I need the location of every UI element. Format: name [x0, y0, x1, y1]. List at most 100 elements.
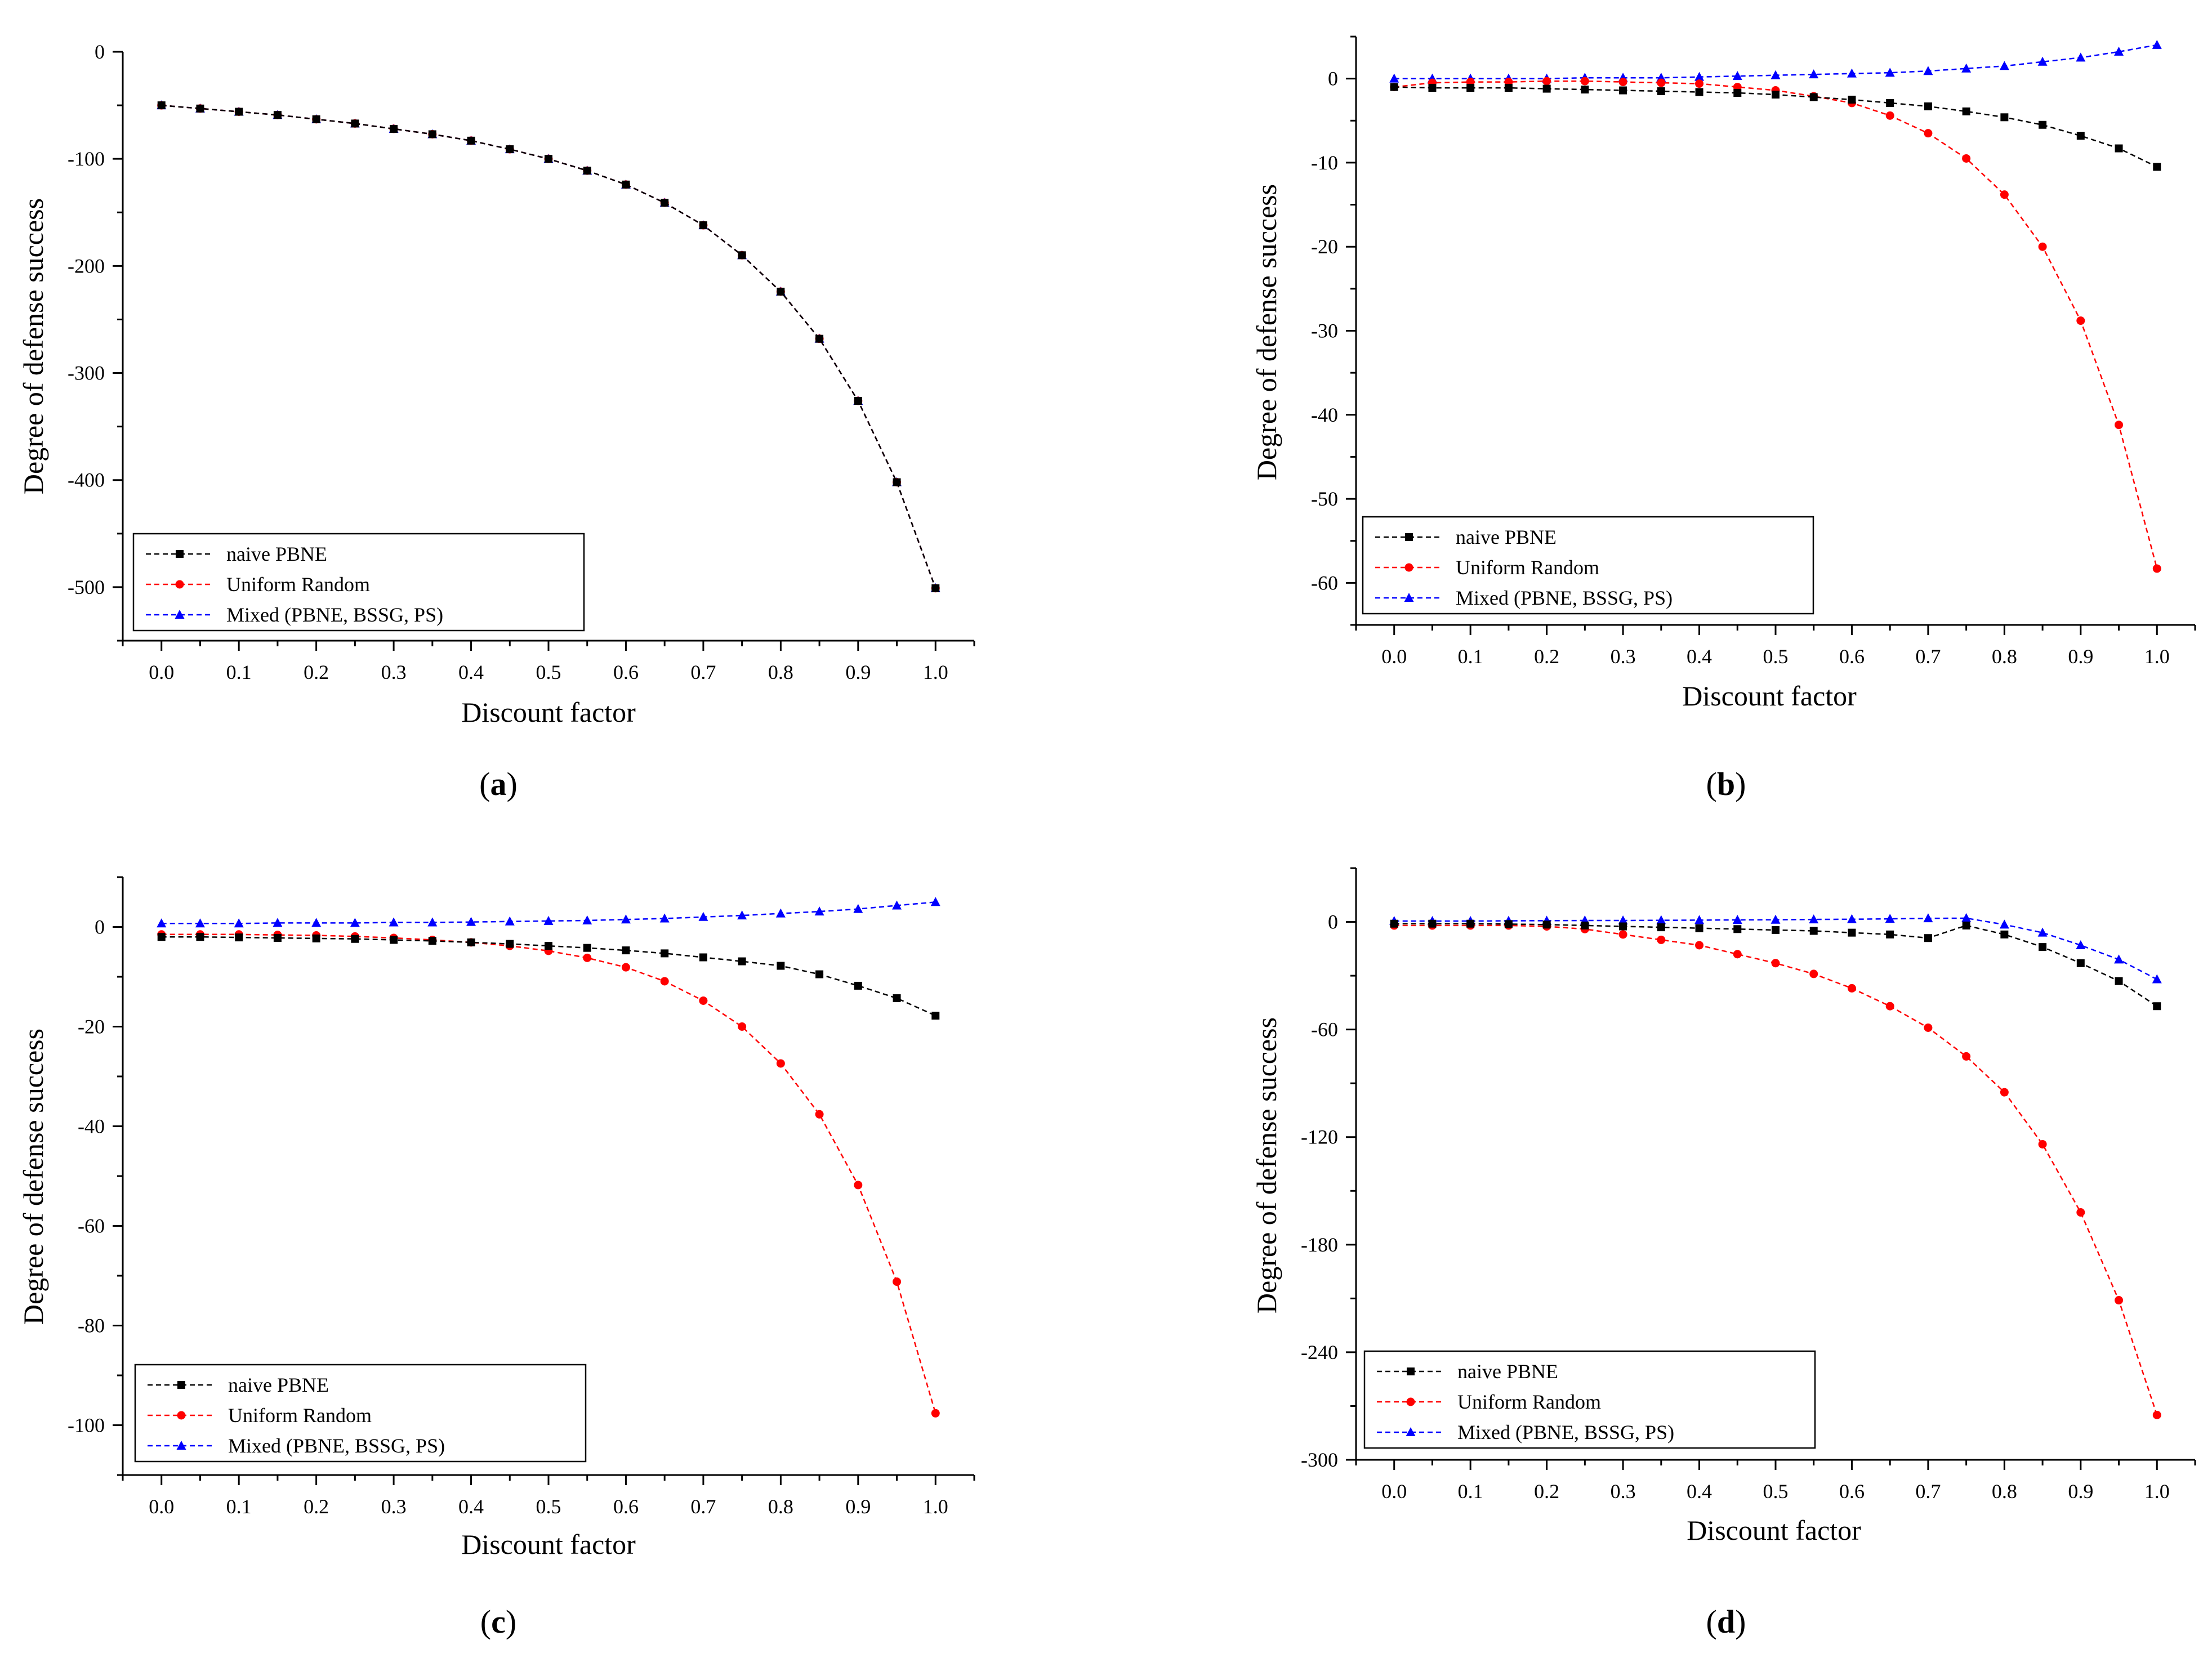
legend-marker	[176, 1441, 186, 1450]
x-tick-label: 0.8	[1992, 1480, 2017, 1503]
data-point	[2114, 954, 2124, 964]
data-point	[1885, 914, 1895, 923]
legend: naive PBNE Uniform Random Mixed (PBNE, BSS…	[1362, 516, 1814, 615]
data-point	[1962, 154, 1971, 163]
legend-item: naive PBNE	[1375, 526, 1557, 548]
x-tick-label: 0.2	[1534, 645, 1559, 668]
x-tick-label: 0.8	[1992, 645, 2017, 668]
data-point	[390, 936, 398, 944]
data-point	[583, 944, 591, 952]
data-point	[1961, 63, 1972, 73]
data-point	[776, 1059, 785, 1068]
data-point	[1389, 73, 1399, 83]
data-point	[583, 167, 591, 175]
x-tick-label: 0.3	[381, 661, 407, 683]
data-point	[351, 119, 359, 128]
series-naive-pbne	[1390, 83, 2161, 171]
data-point	[350, 918, 360, 927]
data-point	[1772, 926, 1780, 934]
x-tick-label: 0.0	[1381, 645, 1407, 668]
y-tick-label: -180	[1301, 1234, 1338, 1256]
data-point	[467, 938, 475, 946]
y-tick-label: -30	[1311, 320, 1338, 342]
data-point	[853, 904, 863, 913]
data-point	[893, 994, 901, 1003]
data-point	[545, 155, 552, 163]
data-point	[1732, 71, 1742, 81]
y-axis-title: Degree of defense success	[1251, 1017, 1282, 1313]
series-line	[161, 901, 936, 924]
y-tick-label: -10	[1311, 151, 1338, 174]
data-point	[1618, 915, 1628, 924]
x-tick-label: 0.6	[613, 661, 639, 683]
data-point	[1809, 93, 1818, 101]
data-point	[2152, 974, 2162, 984]
data-point	[1695, 941, 1704, 950]
data-point	[1962, 921, 1970, 929]
panel-label-open-paren: (	[480, 1603, 491, 1640]
data-point	[1809, 927, 1818, 935]
legend-marker	[175, 610, 185, 619]
x-tick-label: 1.0	[923, 1495, 948, 1518]
data-point	[1657, 78, 1666, 87]
data-point	[893, 1277, 902, 1286]
panel-label: (a)	[479, 766, 518, 802]
data-point	[1771, 959, 1780, 968]
legend-marker	[1407, 1367, 1415, 1375]
series-mixed-pbne-bssg-ps	[157, 897, 940, 928]
chart-panel-d: 0.0 0.1 0.2 0.3 0.4 0.5 0.6 0.7 0.8 0.9 1.0 0 -60 -12…	[1251, 867, 2196, 1640]
legend-label: Mixed (PBNE, BSSG, PS)	[1457, 1421, 1674, 1443]
x-tick-label: 0.9	[2068, 1480, 2093, 1503]
data-point	[1924, 1023, 1933, 1032]
data-point	[1695, 924, 1703, 932]
data-point	[157, 933, 166, 941]
data-point	[1732, 915, 1742, 924]
legend-marker	[1406, 1397, 1415, 1406]
data-point	[2039, 120, 2047, 129]
x-tick-label: 0.1	[226, 661, 252, 683]
x-tick-label: 0.2	[1534, 1480, 1559, 1503]
data-point	[1923, 66, 1933, 75]
series-naive-pbne	[1390, 919, 2161, 1011]
data-point	[1885, 1002, 1894, 1011]
legend-item: Uniform Random	[1377, 1391, 1601, 1413]
data-point	[157, 918, 167, 928]
data-point	[814, 906, 824, 916]
series-naive-pbne	[157, 101, 940, 592]
data-point	[661, 199, 669, 207]
data-point	[195, 918, 205, 928]
x-tick-label: 1.0	[2144, 1480, 2170, 1503]
x-tick-label: 0.0	[149, 1495, 174, 1518]
legend-label: Uniform Random	[226, 573, 370, 596]
data-point	[2037, 927, 2048, 937]
x-axis-title: Discount factor	[1682, 680, 1857, 712]
data-point	[2152, 1410, 2161, 1419]
data-point	[1466, 919, 1475, 928]
data-point	[1542, 920, 1551, 929]
series-naive-pbne	[157, 933, 940, 1020]
data-point	[1924, 934, 1932, 942]
series-uniform-random	[1390, 77, 2161, 573]
data-point	[2115, 977, 2123, 985]
x-tick-label: 0.1	[1458, 645, 1483, 668]
x-axis-title: Discount factor	[461, 1529, 636, 1560]
data-point	[1542, 77, 1551, 86]
x-tick-label: 0.4	[458, 661, 484, 683]
data-point	[390, 124, 398, 133]
data-point	[1657, 87, 1665, 96]
data-point	[699, 953, 707, 962]
data-point	[1886, 930, 1894, 938]
legend-marker	[177, 1381, 185, 1389]
data-point	[661, 949, 669, 958]
legend-item: Mixed (PBNE, BSSG, PS)	[148, 1434, 445, 1457]
y-tick-label: 0	[95, 916, 105, 938]
y-axis-title: Degree of defense success	[1251, 184, 1282, 480]
data-point	[235, 108, 243, 116]
x-tick-label: 0.0	[149, 661, 174, 683]
y-tick-label: -400	[68, 469, 105, 491]
data-point	[1771, 914, 1781, 924]
data-point	[467, 136, 475, 145]
data-point	[660, 977, 669, 986]
data-point	[2076, 940, 2086, 949]
